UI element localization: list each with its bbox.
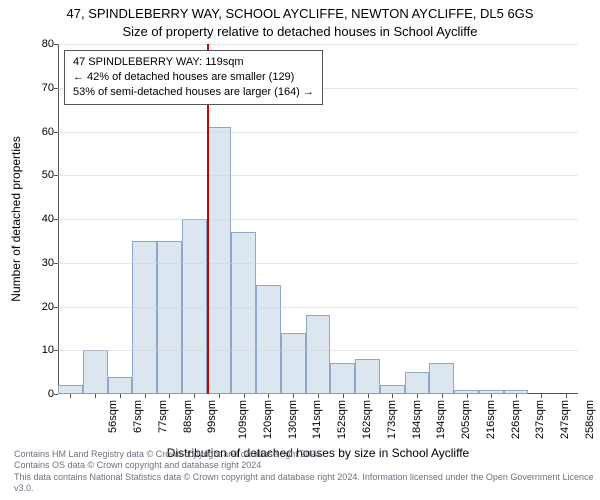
xtick-mark [343,394,344,398]
ytick-mark [54,263,58,264]
xtick-label: 184sqm [411,400,423,439]
xtick-mark [268,394,269,398]
histogram-bar [256,285,281,394]
xtick-mark [417,394,418,398]
xtick-mark [318,394,319,398]
xtick-mark [120,394,121,398]
ytick-label: 80 [26,38,54,50]
ytick-mark [54,44,58,45]
xtick-mark [244,394,245,398]
xtick-mark [293,394,294,398]
xtick-label: 67sqm [132,400,144,433]
xtick-label: 120sqm [262,400,274,439]
histogram-bar [405,372,430,394]
histogram-bar [231,232,256,394]
xtick-label: 162sqm [361,400,373,439]
xtick-mark [516,394,517,398]
ytick-label: 50 [26,169,54,181]
footer-line-2: Contains OS data © Crown copyright and d… [14,460,600,471]
histogram-bar [429,363,454,394]
footer-line-1: Contains HM Land Registry data © Crown c… [14,449,600,460]
plot-area: 01020304050607080 56sqm67sqm77sqm88sqm99… [58,44,578,394]
figure: 47, SPINDLEBERRY WAY, SCHOOL AYCLIFFE, N… [0,0,600,500]
annotation-line-2: ← 42% of detached houses are smaller (12… [73,70,314,85]
xtick-label: 194sqm [435,400,447,439]
histogram-bar [108,377,133,395]
xtick-mark [169,394,170,398]
title-main: 47, SPINDLEBERRY WAY, SCHOOL AYCLIFFE, N… [0,6,600,21]
annotation-box: 47 SPINDLEBERRY WAY: 119sqm ← 42% of det… [64,50,323,105]
xtick-label: 141sqm [312,400,324,439]
xtick-label: 56sqm [107,400,119,433]
gridline [58,219,578,220]
gridline [58,350,578,351]
xtick-label: 173sqm [386,400,398,439]
xtick-label: 109sqm [237,400,249,439]
xtick-mark [541,394,542,398]
ytick-label: 10 [26,344,54,356]
gridline [58,307,578,308]
xtick-mark [219,394,220,398]
histogram-bar [157,241,182,394]
ytick-label: 70 [26,82,54,94]
histogram-bar [306,315,331,394]
ytick-mark [54,175,58,176]
gridline [58,175,578,176]
xtick-mark [70,394,71,398]
histogram-bar [83,350,108,394]
histogram-bar [355,359,380,394]
xtick-mark [442,394,443,398]
ytick-mark [54,132,58,133]
annotation-line-3: 53% of semi-detached houses are larger (… [73,85,314,100]
annotation-line-1: 47 SPINDLEBERRY WAY: 119sqm [73,55,314,70]
ytick-label: 0 [26,388,54,400]
footer-line-3: This data contains National Statistics d… [14,472,600,495]
xtick-mark [194,394,195,398]
histogram-bar [281,333,306,394]
ytick-mark [54,219,58,220]
ytick-label: 30 [26,257,54,269]
xtick-label: 152sqm [336,400,348,439]
xtick-mark [145,394,146,398]
xtick-label: 226sqm [510,400,522,439]
xtick-label: 130sqm [287,400,299,439]
gridline [58,44,578,45]
xtick-label: 205sqm [460,400,472,439]
xtick-label: 216sqm [485,400,497,439]
ytick-label: 60 [26,126,54,138]
histogram-bar [132,241,157,394]
ytick-mark [54,307,58,308]
ytick-label: 40 [26,213,54,225]
histogram-bar [330,363,355,394]
ytick-mark [54,88,58,89]
xtick-mark [467,394,468,398]
gridline [58,132,578,133]
ytick-label: 20 [26,301,54,313]
xtick-label: 247sqm [559,400,571,439]
xtick-label: 77sqm [157,400,169,433]
gridline [58,263,578,264]
y-axis-label: Number of detached properties [9,136,23,301]
xtick-label: 99sqm [206,400,218,433]
xtick-mark [491,394,492,398]
xtick-label: 237sqm [534,400,546,439]
histogram-bar [58,385,83,394]
footer-credits: Contains HM Land Registry data © Crown c… [14,449,600,494]
xtick-label: 88sqm [182,400,194,433]
xtick-mark [392,394,393,398]
histogram-bar [207,127,232,394]
ytick-mark [54,394,58,395]
title-sub: Size of property relative to detached ho… [0,24,600,39]
ytick-mark [54,350,58,351]
y-axis-label-wrap: Number of detached properties [8,44,24,394]
histogram-bar [380,385,405,394]
xtick-label: 258sqm [584,400,596,439]
xtick-mark [368,394,369,398]
xtick-mark [566,394,567,398]
xtick-mark [95,394,96,398]
